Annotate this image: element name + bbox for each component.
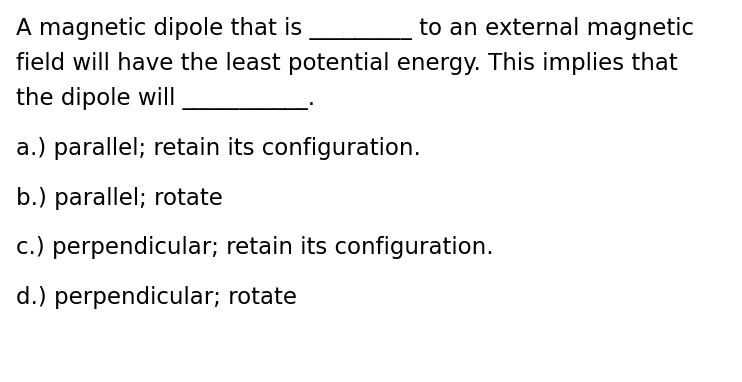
Text: field will have the least potential energy. This implies that: field will have the least potential ener… (16, 52, 678, 75)
Text: b.) parallel; rotate: b.) parallel; rotate (16, 187, 223, 210)
Text: d.) perpendicular; rotate: d.) perpendicular; rotate (16, 286, 298, 309)
Text: c.) perpendicular; retain its configuration.: c.) perpendicular; retain its configurat… (16, 236, 494, 259)
Text: A magnetic dipole that is _________ to an external magnetic: A magnetic dipole that is _________ to a… (16, 17, 695, 40)
Text: a.) parallel; retain its configuration.: a.) parallel; retain its configuration. (16, 137, 421, 160)
Text: the dipole will ___________.: the dipole will ___________. (16, 87, 315, 110)
